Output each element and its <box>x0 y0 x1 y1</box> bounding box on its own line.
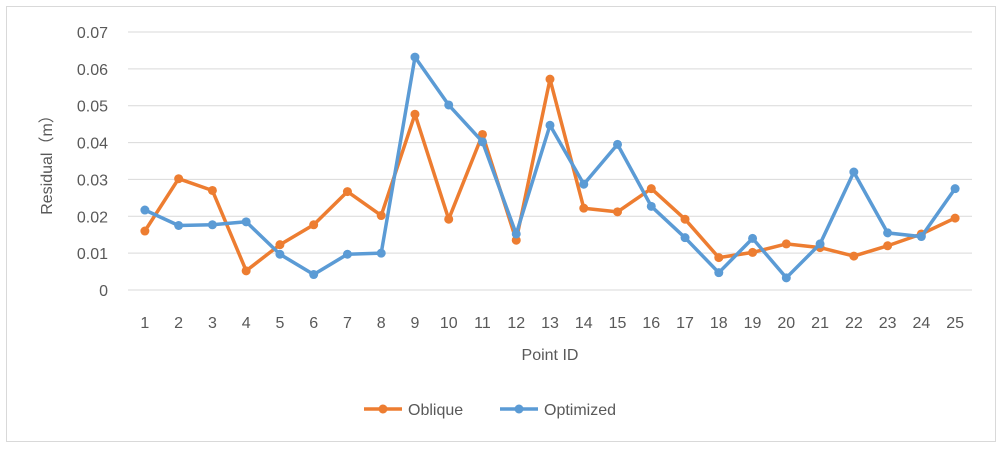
y-tick-label: 0.06 <box>77 62 108 79</box>
x-tick-label: 24 <box>912 315 930 332</box>
data-point-optimized <box>275 249 285 259</box>
series-lines <box>140 52 960 283</box>
data-point-optimized <box>444 100 454 110</box>
data-point-optimized <box>545 120 555 130</box>
x-tick-label: 6 <box>309 315 318 332</box>
y-tick-label: 0.02 <box>77 209 108 226</box>
data-point-optimized <box>376 248 386 258</box>
data-point-oblique <box>444 214 454 224</box>
data-point-optimized <box>140 205 150 215</box>
data-point-optimized <box>646 201 656 211</box>
x-tick-label: 10 <box>440 315 458 332</box>
x-tick-label: 3 <box>208 315 217 332</box>
legend-label: Oblique <box>408 402 463 419</box>
data-point-oblique <box>883 241 893 251</box>
data-point-oblique <box>781 239 791 249</box>
data-point-optimized <box>174 221 184 230</box>
data-point-optimized <box>849 167 859 177</box>
data-point-optimized <box>714 268 724 278</box>
legend-item-oblique: Oblique <box>364 402 463 419</box>
x-tick-label: 12 <box>507 315 525 332</box>
data-point-optimized <box>883 228 893 238</box>
x-tick-label: 22 <box>845 315 863 332</box>
data-point-oblique <box>207 185 217 195</box>
legend-swatch-marker <box>378 404 388 414</box>
x-tick-label: 7 <box>343 315 352 332</box>
y-tick-label: 0.01 <box>77 246 108 263</box>
data-point-oblique <box>275 240 285 250</box>
x-tick-label: 15 <box>609 315 627 332</box>
data-point-optimized <box>207 220 217 230</box>
x-tick-label: 4 <box>242 315 251 332</box>
x-tick-label: 8 <box>377 315 386 332</box>
legend-swatch-marker <box>514 404 524 414</box>
legend: Oblique Optimized <box>364 402 616 419</box>
data-point-oblique <box>646 184 656 194</box>
data-point-optimized <box>950 184 960 194</box>
x-axis-title: Point ID <box>522 347 579 364</box>
series-line-optimized <box>144 55 957 280</box>
data-point-optimized <box>916 232 926 242</box>
data-point-optimized <box>309 270 319 280</box>
data-point-oblique <box>410 109 420 119</box>
data-point-optimized <box>579 179 589 189</box>
data-point-optimized <box>241 217 251 227</box>
data-point-oblique <box>241 266 251 276</box>
y-tick-label: 0.04 <box>77 136 108 153</box>
y-tick-label: 0.03 <box>77 172 108 189</box>
data-point-optimized <box>748 233 758 243</box>
data-point-optimized <box>680 233 690 243</box>
x-tick-label: 11 <box>474 315 491 332</box>
x-tick-label: 17 <box>676 315 694 332</box>
data-point-optimized <box>815 239 825 249</box>
x-tick-label: 5 <box>275 315 284 332</box>
data-point-oblique <box>511 235 521 245</box>
x-tick-label: 20 <box>777 315 795 332</box>
data-point-oblique <box>714 253 724 263</box>
x-tick-label: 19 <box>744 315 762 332</box>
data-point-optimized <box>477 137 487 147</box>
x-tick-label: 2 <box>174 315 183 332</box>
x-tick-labels: 1 2 3 4 5 6 7 8 9 10 11 12 13 14 15 16 17 18 19 20 21 22 23 24 2… <box>140 315 964 332</box>
data-point-oblique <box>545 74 555 84</box>
data-point-optimized <box>613 139 623 149</box>
data-point-optimized <box>511 229 521 239</box>
y-tick-labels: 0 0.01 0.02 0.03 0.04 0.05 0.06 0.07 <box>77 25 108 300</box>
data-point-optimized <box>410 52 420 62</box>
y-axis-title: Residual（m） <box>38 107 56 215</box>
data-point-oblique <box>376 211 386 221</box>
legend-label: Optimized <box>544 402 616 419</box>
x-tick-label: 1 <box>140 315 149 332</box>
data-point-oblique <box>849 251 859 261</box>
x-tick-label: 23 <box>879 315 897 332</box>
gridlines <box>128 31 972 291</box>
data-point-oblique <box>342 187 352 197</box>
x-tick-label: 16 <box>642 315 660 332</box>
y-tick-label: 0.07 <box>77 25 108 42</box>
data-point-oblique <box>140 226 150 236</box>
x-tick-label: 25 <box>946 315 964 332</box>
x-tick-label: 21 <box>811 315 829 332</box>
data-point-oblique <box>748 247 758 257</box>
data-point-oblique <box>174 174 184 184</box>
data-point-oblique <box>950 213 960 223</box>
data-point-optimized <box>342 249 352 259</box>
x-tick-label: 9 <box>411 315 420 332</box>
data-point-optimized <box>781 273 791 283</box>
data-point-oblique <box>613 207 623 217</box>
legend-item-optimized: Optimized <box>500 402 616 419</box>
data-point-oblique <box>309 220 319 230</box>
data-point-oblique <box>579 203 589 213</box>
x-tick-label: 14 <box>575 315 593 332</box>
x-tick-label: 18 <box>710 315 728 332</box>
data-point-oblique <box>477 129 487 139</box>
data-point-oblique <box>680 214 690 224</box>
x-tick-label: 13 <box>541 315 559 332</box>
y-tick-label: 0 <box>99 283 108 300</box>
y-tick-label: 0.05 <box>77 99 108 116</box>
